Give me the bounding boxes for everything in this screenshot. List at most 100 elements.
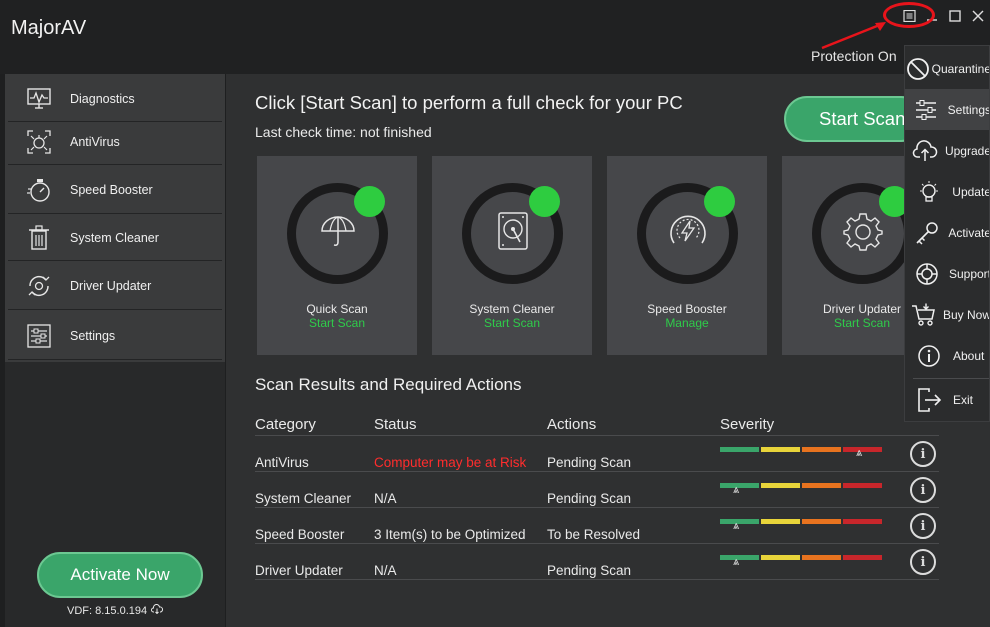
severity-marker-icon: ⩓ [733,484,740,496]
menu-item-upgrade[interactable]: Upgrade [905,130,989,171]
card-ring [637,183,738,284]
scan-results-title: Scan Results and Required Actions [255,375,522,394]
scan-headline: Click [Start Scan] to perform a full che… [255,92,683,113]
row-action: Pending Scan [547,563,632,578]
card-action-link[interactable]: Start Scan [483,316,541,330]
status-dot [704,186,735,217]
row-status: N/A [374,491,397,506]
divider [255,435,939,436]
row-action: To be Resolved [547,527,641,542]
speedometer-icon [667,211,709,256]
info-icon[interactable]: i [910,549,936,575]
divider [255,579,939,580]
menu-item-quarantine[interactable]: Quarantine [905,48,990,89]
row-status: N/A [374,563,397,578]
sidebar-item-label: System Cleaner [70,230,159,245]
menu-item-settings[interactable]: Settings [905,89,990,130]
row-category: Speed Booster [255,527,345,542]
info-icon[interactable]: i [910,477,936,503]
annotation-arrow [821,22,886,50]
info-icon[interactable]: i [910,441,936,467]
card-action-link[interactable]: Manage [665,316,709,330]
sidebar: Diagnostics AntiVirus Speed Booster Syst… [5,74,225,627]
card-title: System Cleaner [469,302,555,316]
severity-marker-icon: ⩓ [733,520,740,532]
umbrella-icon [318,211,358,256]
menu-item-label: Settings [947,102,990,117]
sidebar-item-settings[interactable]: Settings [8,312,222,360]
row-category: AntiVirus [255,455,309,470]
sidebar-item-label: AntiVirus [70,134,120,149]
card-quick-scan[interactable]: Quick Scan Start Scan [257,156,417,355]
trash-icon [8,224,70,251]
activate-now-button[interactable]: Activate Now [37,552,203,598]
menu-divider [913,378,989,379]
sidebar-item-label: Settings [70,328,116,343]
exit-icon [905,387,953,413]
menu-item-about[interactable]: About [905,335,989,376]
menu-item-buy-now[interactable]: Buy Now [905,294,989,335]
menu-item-exit[interactable]: Exit [905,379,989,420]
cart-icon [905,303,943,327]
protection-status: Protection On [811,48,897,64]
info-icon[interactable]: i [910,513,936,539]
sidebar-item-system-cleaner[interactable]: System Cleaner [8,215,222,261]
cloud-download-icon[interactable] [151,603,164,617]
divider [255,471,939,472]
refresh-gear-icon [8,273,70,299]
sidebar-item-diagnostics[interactable]: Diagnostics [8,76,222,122]
menu-item-label: Update [952,184,990,199]
sidebar-item-antivirus[interactable]: AntiVirus [8,119,222,165]
card-speed-booster[interactable]: Speed Booster Manage [607,156,767,355]
vdf-label: VDF: 8.15.0.194 [67,604,148,617]
menu-item-label: Exit [953,392,974,407]
sidebar-menu: Diagnostics AntiVirus Speed Booster Syst… [5,74,225,362]
sliders-icon [8,323,70,349]
start-scan-button[interactable]: Start Scan [784,96,924,142]
app-title: MajorAV [11,17,87,39]
menu-item-label: Support [948,266,990,281]
card-action-link[interactable]: Start Scan [308,316,366,330]
menu-item-activate[interactable]: Activate [905,212,990,253]
column-header-category: Category [255,416,316,433]
maximize-icon[interactable] [945,6,965,26]
row-action: Pending Scan [547,455,632,470]
gear-icon [842,211,883,256]
sidebar-item-driver-updater[interactable]: Driver Updater [8,262,222,310]
key-icon [905,220,948,246]
menu-item-label: About [953,348,985,363]
severity-bar [720,447,882,452]
sidebar-item-label: Diagnostics [70,91,135,106]
status-dot [354,186,385,217]
row-status: Computer may be at Risk [374,455,527,470]
sidebar-item-speed-booster[interactable]: Speed Booster [8,167,222,214]
menu-item-label: Activate [948,225,990,240]
severity-bar [720,519,882,524]
card-title: Speed Booster [647,302,727,316]
main-dropdown-menu: Quarantine Settings Upgrade Update Activ… [904,45,990,422]
severity-bar [720,483,882,488]
divider [255,507,939,508]
column-header-status: Status [374,416,417,433]
card-title: Driver Updater [822,302,902,316]
severity-bar [720,555,882,560]
card-system-cleaner[interactable]: System Cleaner Start Scan [432,156,592,355]
menu-item-support[interactable]: Support [905,253,990,294]
severity-marker-icon: ⩓ [856,447,863,459]
stopwatch-icon [8,177,70,203]
menu-item-update[interactable]: Update [905,171,990,212]
card-title: Quick Scan [306,302,368,316]
cloud-upload-icon [905,139,945,163]
row-action: Pending Scan [547,491,632,506]
card-action-link[interactable]: Start Scan [833,316,891,330]
annotation-highlight [883,2,935,28]
menu-item-label: Quarantine [931,61,990,76]
last-check-time: Last check time: not finished [255,124,432,140]
severity-marker-icon: ⩓ [733,556,740,568]
hard-drive-icon [495,211,531,256]
close-icon[interactable] [968,6,988,26]
status-dot [529,186,560,217]
card-ring [462,183,563,284]
lightbulb-icon [905,180,952,204]
title-bar: MajorAV Protection On [0,0,990,74]
